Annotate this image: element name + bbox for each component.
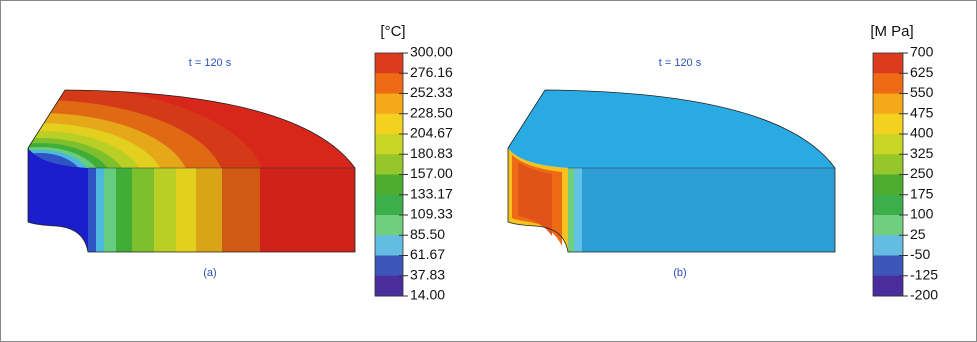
- colorbar-tick-label: 250: [910, 165, 934, 181]
- colorbar-band: [873, 255, 903, 277]
- time-label: t = 120 s: [189, 57, 232, 69]
- colorbar-tick-label: 37.83: [410, 266, 445, 282]
- colorbar-band: [375, 113, 403, 135]
- colorbar-tick-label: 475: [910, 104, 934, 120]
- colorbar-tick-label: 550: [910, 84, 934, 100]
- colorbar-band: [873, 113, 903, 135]
- colorbar-band: [375, 93, 403, 115]
- temperature-model: [27, 89, 356, 253]
- caption: (b): [673, 267, 686, 279]
- colorbar-tick-label: 85.50: [410, 226, 445, 242]
- colorbar-band: [375, 154, 403, 175]
- stress-model: [507, 89, 836, 253]
- colorbar-band: [873, 194, 903, 216]
- colorbar-band: [375, 255, 403, 277]
- colorbar-tick-label: -200: [910, 287, 938, 303]
- colorbar-tick-label: 180.83: [410, 145, 453, 161]
- colorbar-tick-label: 133.17: [410, 185, 453, 201]
- colorbar-tick-label: 157.00: [410, 165, 453, 181]
- colorbar-tick-label: 228.50: [410, 104, 453, 120]
- colorbar-band: [375, 215, 403, 236]
- colorbar-band: [375, 53, 403, 74]
- colorbar-tick-label: 204.67: [410, 125, 453, 141]
- colorbar-band: [375, 134, 403, 155]
- colorbar-band: [873, 174, 903, 196]
- colorbar-tick-label: -50: [910, 246, 930, 262]
- colorbar-band: [873, 134, 903, 155]
- colorbar-band: [375, 73, 403, 94]
- colorbar-band: [375, 275, 403, 297]
- colorbar-tick-label: 175: [910, 185, 934, 201]
- colorbar-tick-label: 325: [910, 145, 934, 161]
- colorbar-band: [375, 194, 403, 216]
- colorbar-band: [375, 235, 403, 256]
- colorbar-band: [873, 275, 903, 297]
- colorbar-band: [873, 215, 903, 236]
- time-label: t = 120 s: [659, 57, 702, 69]
- colorbar-band: [873, 93, 903, 115]
- colorbar-band: [873, 73, 903, 94]
- colorbar-tick-label: 61.67: [410, 246, 445, 262]
- colorbar-tick-label: 700: [910, 44, 934, 60]
- colorbar-tick-label: 14.00: [410, 287, 445, 303]
- colorbar-tick-label: 276.16: [410, 64, 453, 80]
- colorbar-band: [873, 235, 903, 256]
- colorbar-unit: [M Pa]: [870, 23, 913, 40]
- colorbar-band: [873, 53, 903, 74]
- colorbar-tick-label: 400: [910, 125, 934, 141]
- colorbar-band: [375, 174, 403, 196]
- colorbar-unit: [°C]: [380, 23, 405, 40]
- colorbar-tick-label: -125: [910, 266, 938, 282]
- colorbar-tick-label: 25: [910, 226, 926, 242]
- colorbar-band: [873, 154, 903, 175]
- colorbar-tick-label: 109.33: [410, 206, 453, 222]
- caption: (a): [203, 267, 216, 279]
- colorbar-tick-label: 625: [910, 64, 934, 80]
- colorbar-tick-label: 100: [910, 206, 934, 222]
- colorbar-tick-label: 252.33: [410, 84, 453, 100]
- colorbar-tick-label: 300.00: [410, 44, 453, 60]
